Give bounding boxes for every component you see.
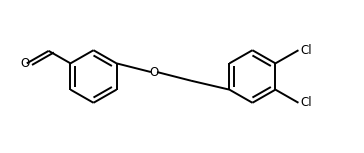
Text: Cl: Cl: [300, 96, 312, 109]
Text: O: O: [20, 57, 29, 70]
Text: Cl: Cl: [300, 44, 312, 57]
Text: O: O: [149, 65, 158, 78]
